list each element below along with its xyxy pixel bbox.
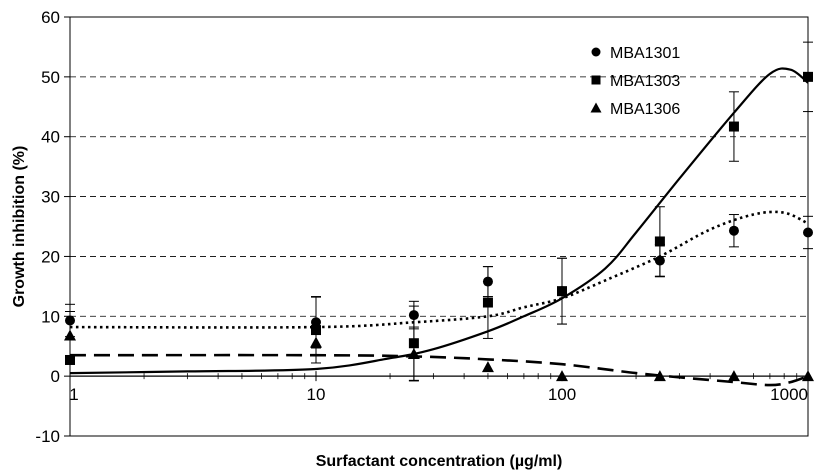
tick-labels: -10 0 10 20 30 40 50 60 1 10 100 1000 — [35, 8, 808, 446]
y-tick-label-10: 10 — [41, 307, 60, 326]
point-mba1301-2 — [408, 310, 419, 321]
point-mba1303-5 — [654, 236, 665, 247]
axes — [64, 16, 809, 437]
legend-marker-mba1306 — [590, 102, 602, 113]
point-mba1306-3 — [481, 361, 494, 373]
x-axis-title: Surfactant concentration (µg/ml) — [316, 453, 563, 470]
curve-mba1301 — [69, 210, 809, 329]
curve-mba1303 — [69, 67, 809, 375]
point-mba1303-3 — [482, 297, 493, 308]
point-mba1303-1 — [311, 325, 321, 336]
point-mba1303-4 — [557, 286, 567, 297]
error-bars — [65, 41, 813, 382]
legend-label-mba1306: MBA1306 — [610, 101, 680, 118]
legend-marker-mba1303 — [591, 75, 601, 85]
data-points — [64, 71, 814, 382]
x-tick-label-1: 1 — [69, 385, 78, 404]
grid-lines — [70, 16, 808, 317]
point-mba1301-5 — [654, 255, 665, 266]
plot-frame — [69, 16, 809, 437]
x-tick-label-1000: 1000 — [770, 385, 808, 404]
x-tick-label-100: 100 — [548, 385, 576, 404]
point-mba1301-6 — [728, 225, 739, 236]
point-mba1303-6 — [728, 121, 739, 132]
legend-marker-mba1301 — [591, 47, 601, 57]
y-tick-label--10: -10 — [35, 427, 60, 446]
point-mba1301-3 — [482, 276, 493, 287]
y-tick-label-40: 40 — [41, 128, 60, 147]
point-mba1306-1 — [310, 336, 322, 348]
y-tick-label-30: 30 — [41, 188, 60, 207]
y-tick-label-20: 20 — [41, 247, 60, 266]
point-mba1303-2 — [408, 338, 419, 349]
y-tick-label-50: 50 — [41, 68, 60, 87]
legend-label-mba1303: MBA1303 — [610, 73, 680, 90]
legend: MBA1301 MBA1303 MBA1306 — [590, 45, 680, 118]
legend-label-mba1301: MBA1301 — [610, 45, 680, 62]
point-mba1306-2 — [407, 347, 420, 359]
point-mba1301-1 — [311, 317, 321, 328]
y-tick-label-60: 60 — [41, 8, 60, 27]
y-axis-title: Growth inhibition (%) — [11, 146, 28, 308]
curve-mba1306 — [69, 353, 809, 387]
fit-curves — [69, 67, 809, 387]
x-tick-label-10: 10 — [307, 385, 326, 404]
y-tick-label-0: 0 — [51, 367, 60, 386]
